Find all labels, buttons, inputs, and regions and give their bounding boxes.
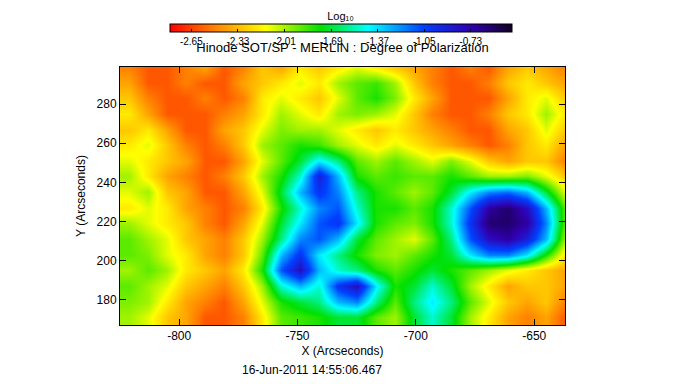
svg-text:-1.69: -1.69 <box>320 36 343 47</box>
svg-text:-650: -650 <box>522 329 546 343</box>
svg-text:220: 220 <box>97 215 117 229</box>
svg-text:260: 260 <box>97 136 117 150</box>
svg-text:200: 200 <box>97 254 117 268</box>
svg-text:-0.73: -0.73 <box>459 36 482 47</box>
svg-text:-800: -800 <box>167 329 191 343</box>
svg-text:-700: -700 <box>404 329 428 343</box>
svg-text:-1.05: -1.05 <box>413 36 436 47</box>
svg-text:X (Arcseconds): X (Arcseconds) <box>301 344 383 358</box>
svg-text:16-Jun-2011 14:55:06.467: 16-Jun-2011 14:55:06.467 <box>242 363 382 377</box>
svg-text:-2.65: -2.65 <box>180 36 203 47</box>
svg-text:-2.01: -2.01 <box>273 36 296 47</box>
svg-text:Log₁₀: Log₁₀ <box>327 10 354 22</box>
svg-text:280: 280 <box>97 97 117 111</box>
svg-text:240: 240 <box>97 176 117 190</box>
svg-text:180: 180 <box>97 293 117 307</box>
svg-text:-2.33: -2.33 <box>227 36 250 47</box>
svg-text:-750: -750 <box>286 329 310 343</box>
svg-text:-1.37: -1.37 <box>366 36 389 47</box>
svg-text:Y (Arcseconds): Y (Arcseconds) <box>74 155 88 237</box>
svg-text:Hinode SOT/SP - MERLIN : Degre: Hinode SOT/SP - MERLIN : Degree of Polar… <box>196 40 488 55</box>
